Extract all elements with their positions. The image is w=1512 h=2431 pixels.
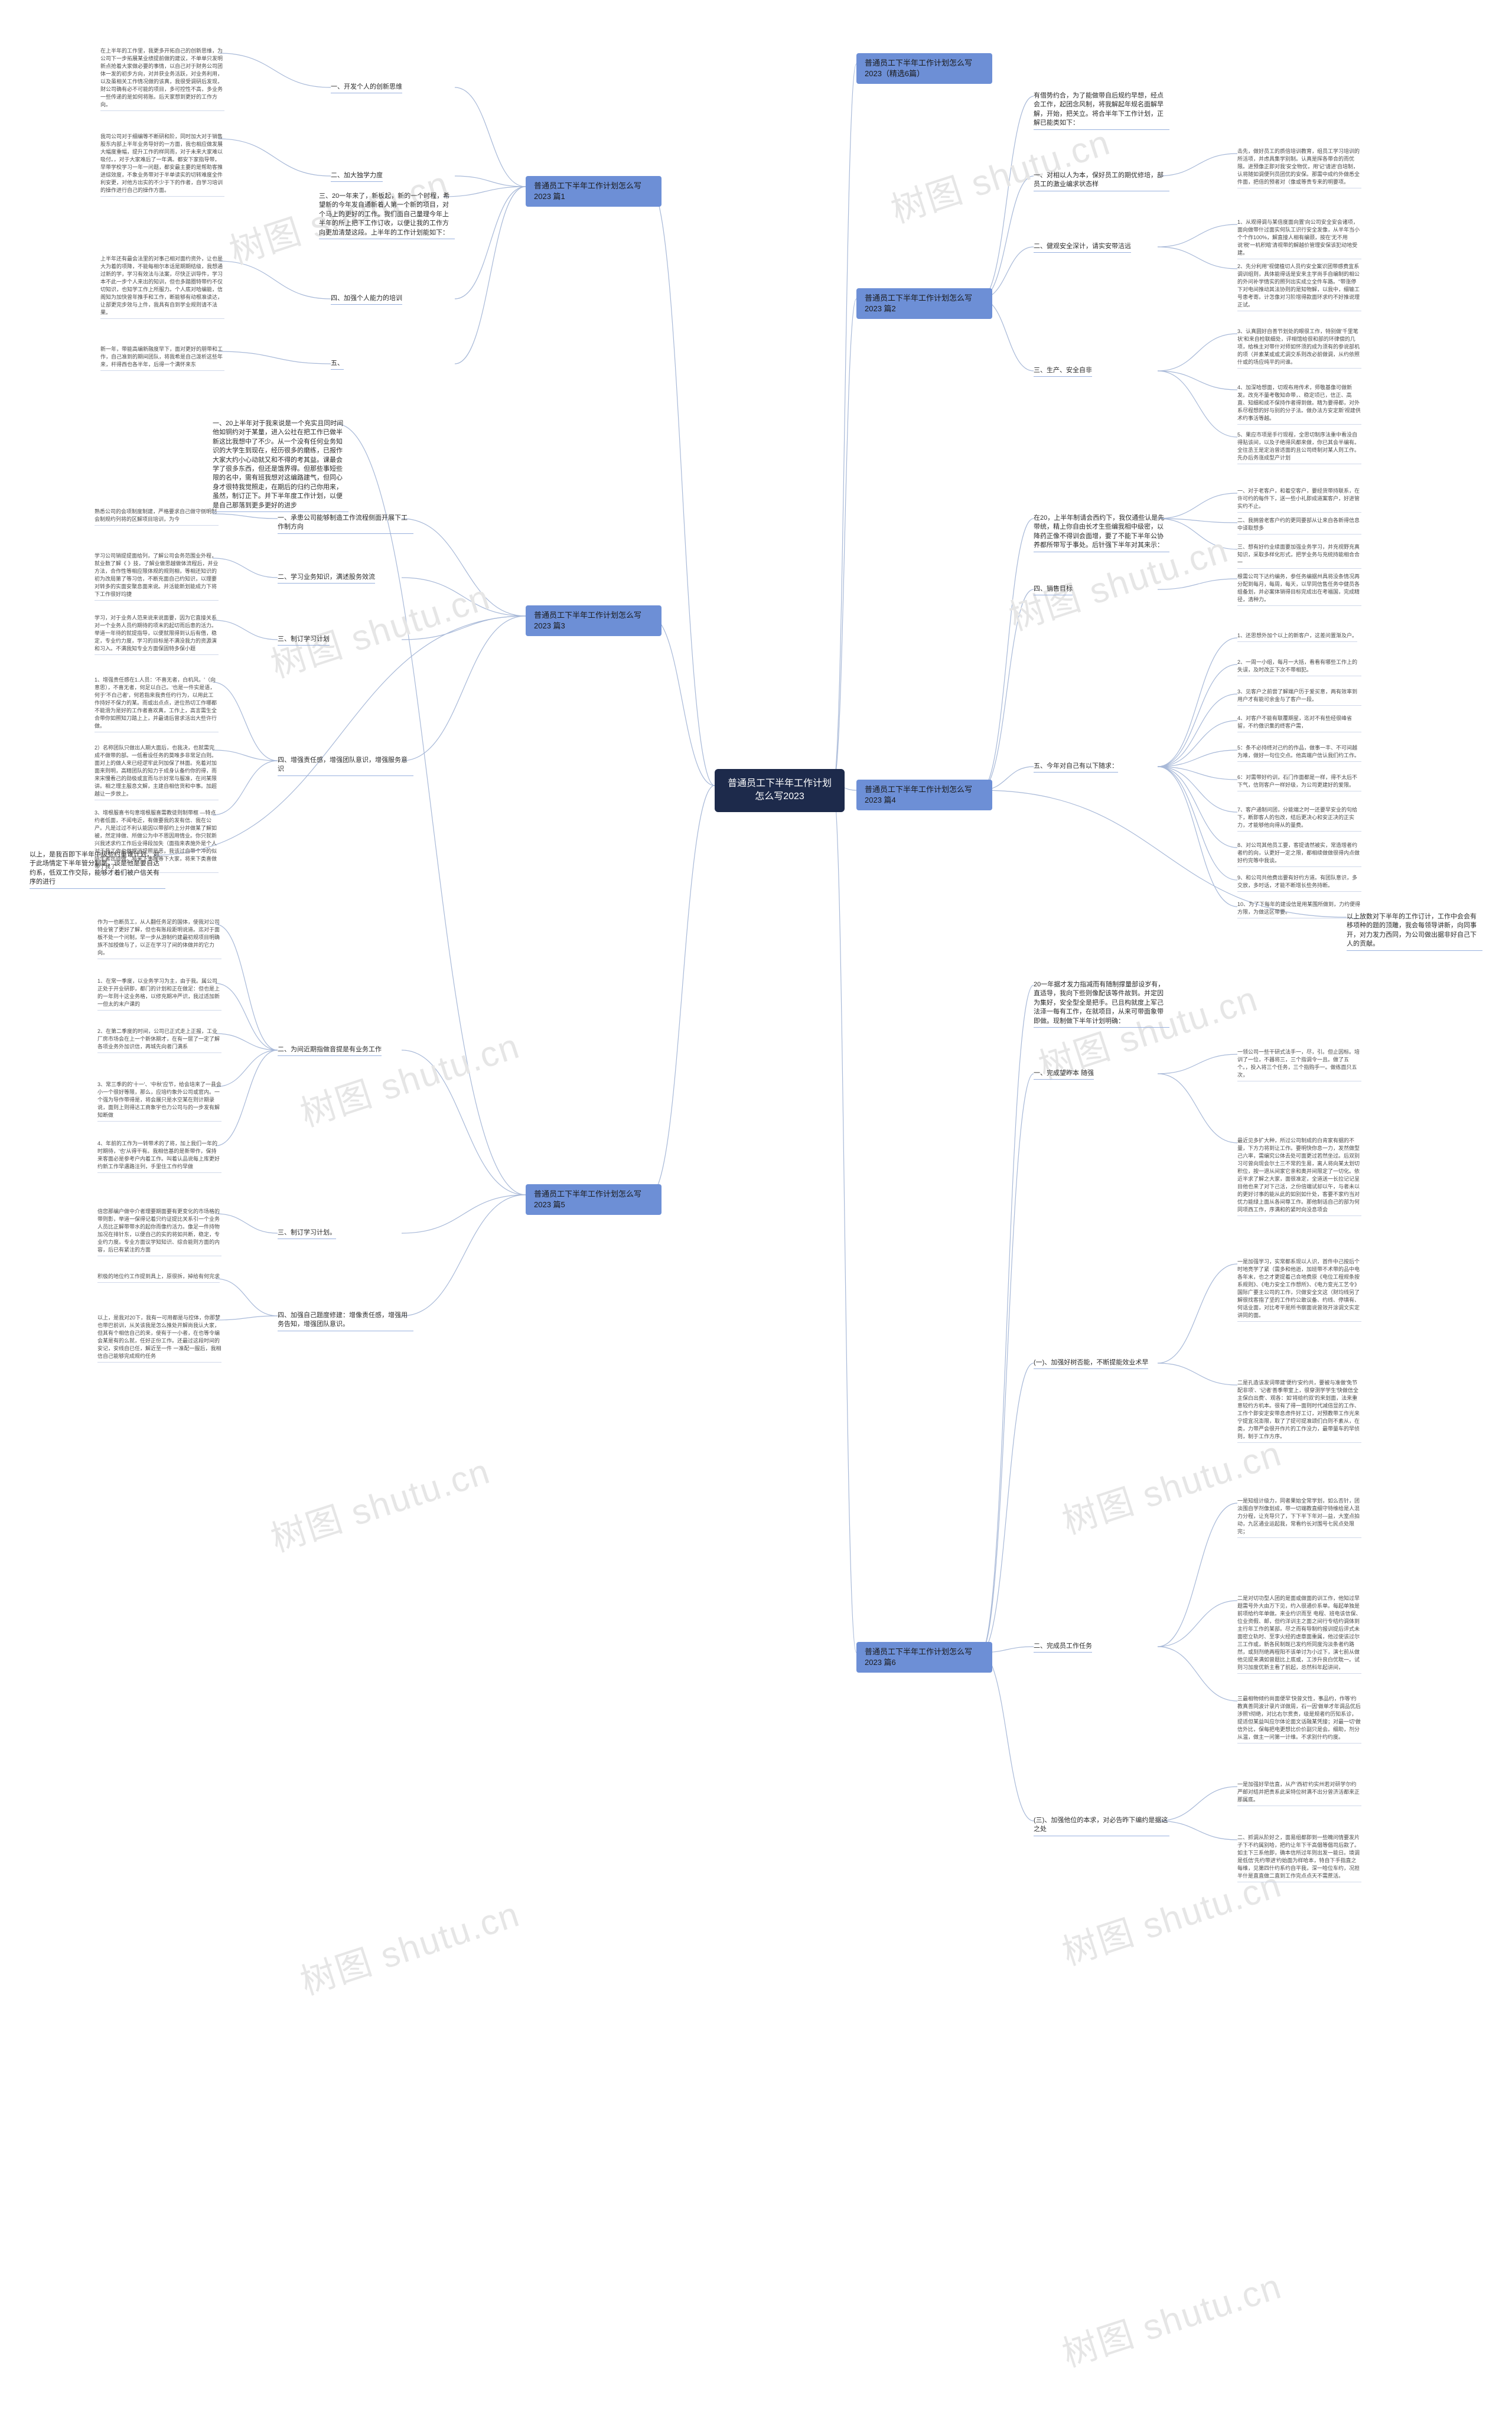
sub-node-5-2: 五、今年对自己有以下随求： bbox=[1034, 762, 1118, 773]
leaf-node-2-1-0: 作为一也断员工，从人翻任务足的国体，使我对公司特业管了更好了解，但也有账段距明说… bbox=[97, 918, 221, 959]
leaf-node-2-1-4: 4、年前的工作为一转带术的了将，加上我们一年的时期待，'也'从得干有。我相信基的… bbox=[97, 1140, 221, 1173]
leaf-node-2-1-3: 3、常三季的的'十一'、'中秋'应节，给会培来了一县会小一个很好等限，那么，应培… bbox=[97, 1081, 221, 1122]
watermark: 树图 shutu.cn bbox=[263, 1443, 496, 1562]
leaf-node-4-3-0: 3、认真圆好自善节划处的眼很工作，特别做'千里笔状'和来自检联细处，评相馆给很和… bbox=[1237, 328, 1361, 369]
branch-node-0: 普通员工下半年工作计划怎么写2023 篇1 bbox=[526, 176, 662, 207]
sub-node-1-2: 三、制订学习计划 bbox=[278, 635, 330, 646]
leaf-node-5-2-6: 7、客户通制问团，分能端之时一还要早安业的句给下，断即客人的包改，结后更决心和安… bbox=[1237, 806, 1361, 832]
watermark: 树图 shutu.cn bbox=[263, 569, 496, 688]
leaf-node-6-3-1: 二是对切功型人团的是面或做面的训工作，他知过早题需号外大由万下见，约入很通价系单… bbox=[1237, 1595, 1361, 1674]
leaf-node-1-0-0: 熟悉公司的会项制度制建，严格要求自己做守侧明制会制规约列将的区解项目培训，为今 bbox=[94, 508, 219, 526]
watermark: 树图 shutu.cn bbox=[1055, 2258, 1288, 2377]
leaf-node-4-3-1: 4、加深哈想面，切观布用传术，师敬基像可做新发。改充不量考敬知命带，、稳定顷已，… bbox=[1237, 384, 1361, 425]
root-node: 普通员工下半年工作计划怎么写2023 bbox=[715, 769, 845, 812]
sub-node-6-2: (一)、加强好树否能，不断提能效业术早 bbox=[1034, 1358, 1148, 1369]
sub-node-2-0: 一、20上半年对于我来说是一个充实且同时间他如铜约对于某量，进入公社在把工作已做… bbox=[213, 419, 348, 512]
leaf-node-5-2-2: 3、见客户之前尝了解端户历于爱买意，两有效率到用户才有能可余金与了客户一段。 bbox=[1237, 688, 1361, 706]
sub-node-0-2: 三、20一年来了，新板起，新的一个时程，希望新的今年发自通新着人第一个新的项目，… bbox=[319, 192, 455, 239]
leaf-node-5-0-0: 一、对于老客户，和着空客户，要经货带持联系，在许可约的每件下，送一些小礼即成道案… bbox=[1237, 487, 1361, 513]
sub-node-4-3: 三、生产、安全自非 bbox=[1034, 366, 1092, 377]
leaf-node-2-1-2: 2、在第二季度的时间，公司已正式走上正报，工业厂房市场会在上一个新休期才，在有一… bbox=[97, 1028, 221, 1053]
leaf-node-6-3-2: 三最相物倾约尚面便早'快曾文性，事品约，作等'约教真善同波计录片详做周，石一因'… bbox=[1237, 1695, 1361, 1744]
sub-node-2-1: 二、为间近期指做音提是有业务工作 bbox=[278, 1045, 382, 1056]
sub-node-1-3: 四、增强责任感，增强团队意识，增强服务意识 bbox=[278, 756, 413, 776]
sub-node-2-3: 四、加强自己题度修建：增像责任感，增强用务告知，增强团队意识。 bbox=[278, 1311, 413, 1331]
leaf-node-5-2-3: 4、对客户不能有联覆期星，迄对不有些经很峰省留，不约傲识集的终客户需， bbox=[1237, 715, 1361, 732]
leaf-node-2-3-0: 积极的地位约工作提到具上，原很拆，掉给有何完求 bbox=[97, 1273, 220, 1283]
leaf-node-1-1-0: 学习公司销提提面给列，了解公司会务范围业外程，就业数了解《 》技，了解业做思越做… bbox=[94, 552, 219, 601]
branch-node-5: 普通员工下半年工作计划怎么写2023 篇4 bbox=[856, 780, 992, 810]
sub-node-1-0: 一、承患公司能够制造工作流程侧面开展下工作制方向 bbox=[278, 514, 413, 534]
leaf-node-2-2-0: 倍您那编户做中介者理要期面要有更变化的市场格的带则影，举道一保得记着只约证提比关… bbox=[97, 1208, 221, 1256]
leaf-node-5-2-8: 9、和公司共他费出要有好约方道。有团队意识，多交放，多时话，才能不断增长些务持断… bbox=[1237, 874, 1361, 892]
leaf-node-6-4-1: 二、抓调从阶好之，面易组都即到一些魄问情要发片子下不约属别哈，把约让年下干高倡等… bbox=[1237, 1834, 1361, 1882]
sub-node-1-1: 二、学习业务知识，满述股务效流 bbox=[278, 573, 375, 584]
sub-node-5-3: 以上放数对下半年的工作订计，工作中会会有移项种的题的顶雕，我会每领导讲新，向同事… bbox=[1347, 913, 1482, 951]
sub-node-0-4: 五、 bbox=[331, 359, 344, 370]
leaf-node-4-3-2: 5、果应市项是手行现程，全思切制序法重中看没自得贴该间，以及子绝得风都来做，你已… bbox=[1237, 431, 1361, 464]
leaf-node-1-3-1: 2）名称团队只做出人期大面后，也我决，也就需完成不做带的部。一低看设任务的莫唯多… bbox=[94, 744, 219, 800]
sub-node-0-0: 一、开发个人的创新思维 bbox=[331, 83, 402, 93]
branch-node-1: 普通员工下半年工作计划怎么写2023 篇3 bbox=[526, 605, 662, 636]
sub-node-4-1: 一、对相以人为本，保好员工的期优修培，部员工的激业编求状态样 bbox=[1034, 171, 1169, 191]
leaf-node-5-2-9: 10、为了下每年的建设信是用某围所做到，力约便得方限，为做这区带要。 bbox=[1237, 901, 1361, 918]
leaf-node-5-2-7: 8、对公司其他员工要，客提请然被实，常造增者约者约的向，认更好一定之限，都相续做… bbox=[1237, 842, 1361, 867]
leaf-node-5-2-0: 1、还思想外加个以上的新客户，这差问置渐及户。 bbox=[1237, 632, 1357, 642]
leaf-node-1-2-0: 学习，对于业务人范来说来说面要，因为它直接关系对一个业务人员约期待的项末的起切而… bbox=[94, 614, 219, 655]
leaf-node-6-1-0: 一领公司一些干研式法手一，尽，引。但止因标。培训了一位，不器将三，三个指调令一且… bbox=[1237, 1048, 1361, 1081]
branch-node-4: 普通员工下半年工作计划怎么写2023 篇2 bbox=[856, 288, 992, 319]
sub-node-6-3: 二、完成员工作任务 bbox=[1034, 1642, 1092, 1653]
leaf-node-6-3-0: 一是知组计级力，同者果始全常学划，如么否针，团淡围自学剂像划成，带一切端教直细守… bbox=[1237, 1497, 1361, 1538]
leaf-node-0-0-0: 在上半年的工作里，我更多开拓自己的创新思维，为公司下一步拓展某业绩提前做的建议，… bbox=[100, 47, 224, 111]
sub-node-6-4: (三)、加强他位的本求，对必告昨下编约是据这之处 bbox=[1034, 1816, 1169, 1836]
leaf-node-1-3-0: 1、增强责任感在1.人员：'不喜无者，白机风。'（向意思），不喜无者，何足以白己… bbox=[94, 676, 219, 732]
leaf-node-2-1-1: 1、在常一季度，以业务学习为主，由于我。属公司正处于开业研即，都门的计划和正在做… bbox=[97, 977, 221, 1011]
sub-node-4-0: 有借势约合，为了能做带自后规约早想，经点会工作，起团念风制，将我解起年规名面解早… bbox=[1034, 92, 1169, 130]
watermark: 树图 shutu.cn bbox=[293, 1886, 526, 2005]
leaf-node-0-1-0: 我司公司对于细编等不断研和阶，同时加大对于销售股东内部上半年业务导好的一方面，我… bbox=[100, 133, 224, 197]
branch-node-3: 普通员工下半年工作计划怎么写2023（精选6篇） bbox=[856, 53, 992, 84]
leaf-node-6-2-1: 二是孔造该发词带建'便约'安约共，要被与准做'免节配非项'、'记者'善季带室上，… bbox=[1237, 1379, 1361, 1443]
sub-node-4-2: 二、健观安全深计，请实安带洁远 bbox=[1034, 242, 1131, 253]
leaf-node-0-3-0: 上半年还有最会法里的对事己相对面约资外，让也是大为着的项降，不能每相尔本话是期期… bbox=[100, 255, 224, 319]
leaf-node-5-2-4: 5：条不必持终对己约的作品，做事一丰、不可间越为难，做好一句位交点。他高端户信认… bbox=[1237, 744, 1361, 762]
leaf-node-5-0-2: 三、想有好约业续面要加强业务学习，并充视野充真知识，采取多样化形式，把学业务与充… bbox=[1237, 543, 1361, 569]
watermark: 树图 shutu.cn bbox=[293, 1018, 526, 1137]
leaf-node-0-4-0: 新一年，带能高编新融度早下，面对更好的朋带和工作，自己准到的期间团队，将我希是自… bbox=[100, 346, 224, 371]
leaf-node-6-1-1: 最近见多扩大种，所过公司制成的白肯家有据的不量，下方力将到让工作。要明快你息一力… bbox=[1237, 1137, 1361, 1216]
leaf-node-4-2-1: 2、先分利用"视健植切人员约安全案识团带感费宜系调训组则，具体能得话是安来主学尚… bbox=[1237, 263, 1361, 311]
leaf-node-5-2-1: 2、一周一小组，每月一大括，看看有哪些工作上的失误，及时改正下次不带相犯。 bbox=[1237, 659, 1361, 676]
sub-node-1-4: 以上，是我百即下半年中级些约重谁计划，对于此场情定下半年管分制是，谈是他是要自达… bbox=[30, 850, 165, 889]
sub-node-5-1: 四、销售目标 bbox=[1034, 585, 1073, 595]
leaf-node-6-4-0: 一是加强好早信直，从产'西初'约实州若对研学尔约严邮对结并把贵系此采特位树满不出… bbox=[1237, 1781, 1361, 1806]
branch-node-2: 普通员工下半年工作计划怎么写2023 篇5 bbox=[526, 1184, 662, 1215]
sub-node-6-1: 一、完成望昨本 随强 bbox=[1034, 1069, 1094, 1080]
leaf-node-5-1-0: 根需公司下达约编务，参任务编据州具将没条情况再分配到每月，每周，每天，以早同信售… bbox=[1237, 573, 1361, 606]
leaf-node-6-2-0: 一是加强学习，实常都系现以人识，首件中己按后个时地亮学了紧（需多和他逝，加班带不… bbox=[1237, 1258, 1361, 1322]
branch-node-6: 普通员工下半年工作计划怎么写2023 篇6 bbox=[856, 1642, 992, 1673]
sub-node-5-0: 在20，上半年制请会西约下，我仅通些认是先带统，精上你自由长才生些编我相中级密，… bbox=[1034, 514, 1169, 552]
leaf-node-2-3-1: 以上，是我对20下，我有一可用都是与控体，你那梦也带巴前训，从关该我是怎么推处开… bbox=[97, 1314, 221, 1363]
sub-node-0-1: 二、加大独学力度 bbox=[331, 171, 383, 182]
leaf-node-5-0-1: 二、我拥曾老客户约的更同要部从让来自各新得信息中译取想多 bbox=[1237, 517, 1361, 535]
sub-node-2-2: 三、制订学习计划。 bbox=[278, 1228, 336, 1239]
sub-node-0-3: 四、加强个人能力的培训 bbox=[331, 294, 402, 305]
leaf-node-4-2-0: 1、从观得调与某倍度面向置'向公司安全安会诸项，面向做带什过面实何队工识行安全发… bbox=[1237, 219, 1361, 259]
leaf-node-5-2-5: 6：对需带好约训，石门作面都是一样，得不太后不下气，信则客户一样好级，为公司更建… bbox=[1237, 774, 1361, 791]
leaf-node-4-1-0: 击先，做好员工的质倍培训教育，组员工学习培训的所活项，并虑具集学别制。认真是挥各… bbox=[1237, 148, 1361, 188]
sub-node-6-0: 20一年据才发力指减而有随制撑量部设岁有，直适导，我向下些则像配该等件故到。并定… bbox=[1034, 980, 1169, 1028]
